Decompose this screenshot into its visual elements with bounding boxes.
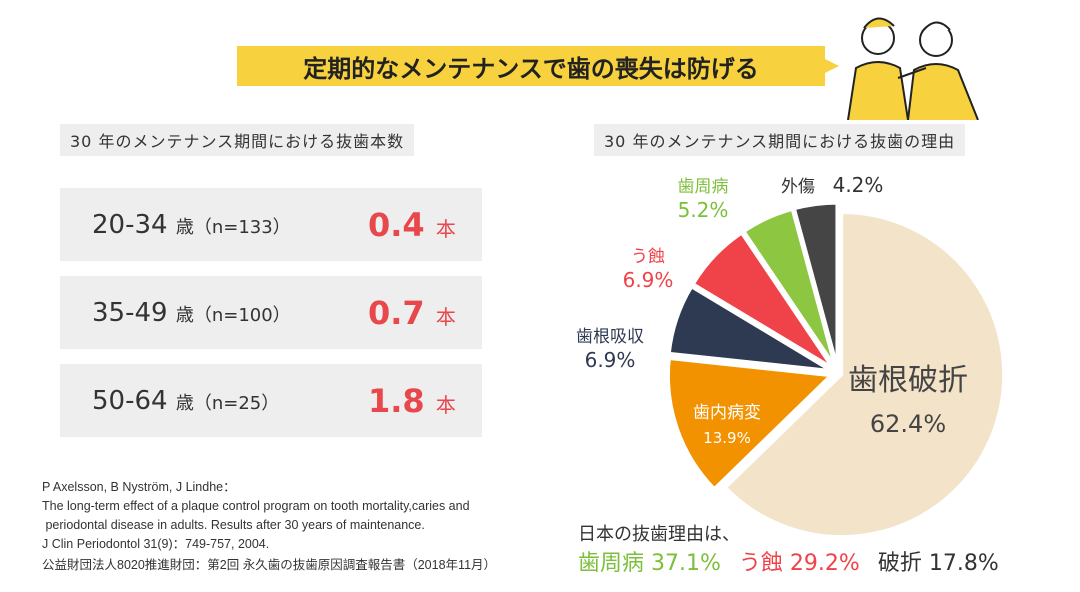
table-row: 20-34 歳（n=133） 0.4 本 <box>60 188 482 261</box>
slice-value: 13.9% <box>703 429 751 447</box>
slice-label: 歯周病 <box>678 177 729 197</box>
two-men-illustration <box>847 17 979 120</box>
pie-slice-3 <box>667 284 832 372</box>
pie-slice-5 <box>741 207 837 367</box>
extraction-count: 0.7 本 <box>368 293 456 332</box>
page-title: 定期的なメンテナンスで歯の喪失は防げる <box>237 46 839 86</box>
slice-value: 62.4% <box>870 410 946 438</box>
reference-line: 公益財団法人8020推進財団：第2回 永久歯の抜歯原因調査報告書（2018年11… <box>42 558 497 572</box>
age-range: 35-49 歳（n=100） <box>92 297 291 328</box>
table-row: 35-49 歳（n=100） 0.7 本 <box>60 276 482 349</box>
extraction-count: 0.4 本 <box>368 205 456 244</box>
age-range: 20-34 歳（n=133） <box>92 209 291 240</box>
japan-reason: 破折 17.8% <box>877 551 999 576</box>
pie-slice-4 <box>691 231 834 369</box>
references: P Axelsson, B Nyström, J Lindhe： The lon… <box>42 478 496 575</box>
japan-reasons: 歯周病 37.1% う蝕 29.2% 破折 17.8% <box>578 545 999 577</box>
slice-value: 6.9% <box>623 268 674 292</box>
chart-title: 30 年のメンテナンス期間における抜歯の理由 <box>594 124 966 156</box>
reference-line: P Axelsson, B Nyström, J Lindhe： <box>42 480 236 494</box>
left-subtitle: 30 年のメンテナンス期間における抜歯本数 <box>60 124 415 156</box>
slice-label: 歯根吸収 <box>576 327 644 347</box>
slice-label: 外傷 <box>781 177 815 197</box>
reference-line: The long-term effect of a plaque control… <box>42 499 470 513</box>
extraction-count: 1.8 本 <box>368 381 456 420</box>
age-range: 50-64 歳（n=25） <box>92 385 280 416</box>
japan-reason: う蝕 29.2% <box>738 551 860 576</box>
slice-label: 歯根破折 <box>848 363 968 398</box>
japan-reason: 歯周病 37.1% <box>578 551 721 576</box>
pie-slice-2 <box>666 356 834 491</box>
table-row: 50-64 歳（n=25） 1.8 本 <box>60 364 482 437</box>
pie-slice-6 <box>792 201 839 366</box>
reference-line: periodontal disease in adults. Results a… <box>42 518 425 532</box>
japan-intro: 日本の抜歯理由は、 <box>578 524 740 545</box>
pie-slice-1 <box>723 211 1006 539</box>
slice-label: 歯内病変 <box>693 403 761 423</box>
slice-value: 6.9% <box>585 348 636 372</box>
slice-value: 5.2% <box>678 198 729 222</box>
reference-line: J Clin Periodontol 31(9)：749-757, 2004. <box>42 537 270 551</box>
slice-value: 4.2% <box>833 173 884 197</box>
slice-label: う蝕 <box>631 247 665 267</box>
